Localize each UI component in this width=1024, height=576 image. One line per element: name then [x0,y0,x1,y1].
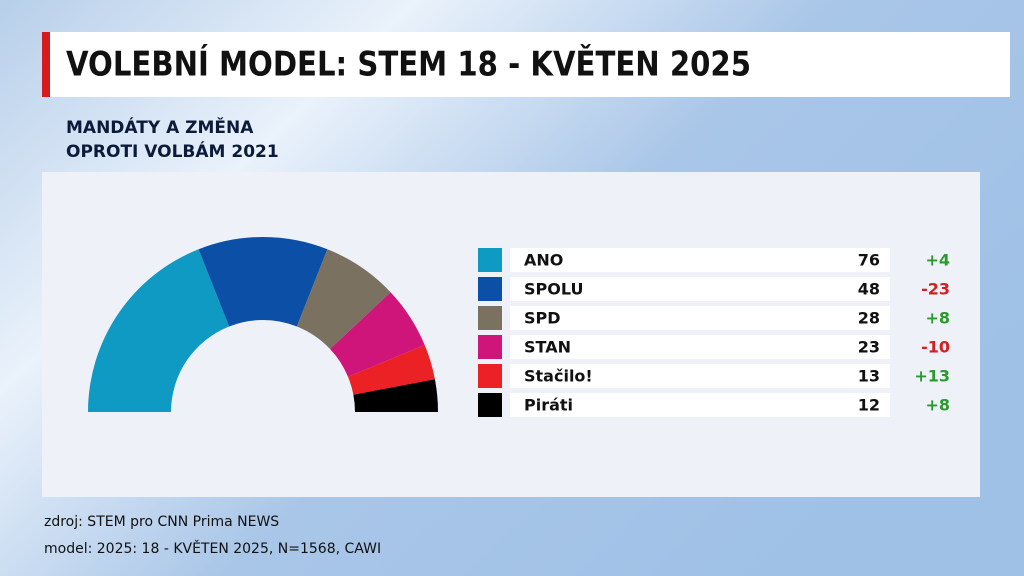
legend-swatch [478,393,502,417]
seat-change: +8 [925,396,950,415]
seat-count: 23 [858,338,880,357]
legend-swatch [478,248,502,272]
seat-segment [198,236,328,327]
seat-segment [347,345,435,395]
seat-count: 76 [858,251,880,270]
party-name: Piráti [524,396,573,415]
seat-segment [330,292,425,377]
source-note: model: 2025: 18 - KVĚTEN 2025, N=1568, C… [44,540,381,557]
seat-change: +8 [925,309,950,328]
seat-segment [353,379,438,412]
party-name: STAN [524,338,571,357]
row-background [510,393,890,417]
row-background [510,248,890,272]
seat-count: 28 [858,309,880,328]
subtitle: MANDÁTY A ZMĚNA [66,116,254,138]
row-background [510,335,890,359]
seat-change: -10 [921,338,950,357]
seat-change: +4 [925,251,950,270]
legend-swatch [478,277,502,301]
chart-title: VOLEBNÍ MODEL: STEM 18 - KVĚTEN 2025 [66,44,751,85]
legend-swatch [478,306,502,330]
title-accent [42,32,50,97]
legend-swatch [478,335,502,359]
title-banner [42,32,1010,97]
seat-segment [88,249,230,412]
source-note: zdroj: STEM pro CNN Prima NEWS [44,514,279,530]
seat-change: +13 [914,367,950,386]
seat-segment [296,249,391,350]
row-background [510,364,890,388]
party-name: ANO [524,251,563,270]
seat-count: 12 [858,396,880,415]
legend-swatch [478,364,502,388]
party-name: SPD [524,309,561,328]
row-background [510,306,890,330]
party-name: Stačilo! [524,367,593,386]
subtitle: OPROTI VOLBÁM 2021 [66,140,279,162]
seat-change: -23 [921,280,950,299]
seat-count: 48 [858,280,880,299]
row-background [510,277,890,301]
seat-count: 13 [858,367,880,386]
party-name: SPOLU [524,280,583,299]
